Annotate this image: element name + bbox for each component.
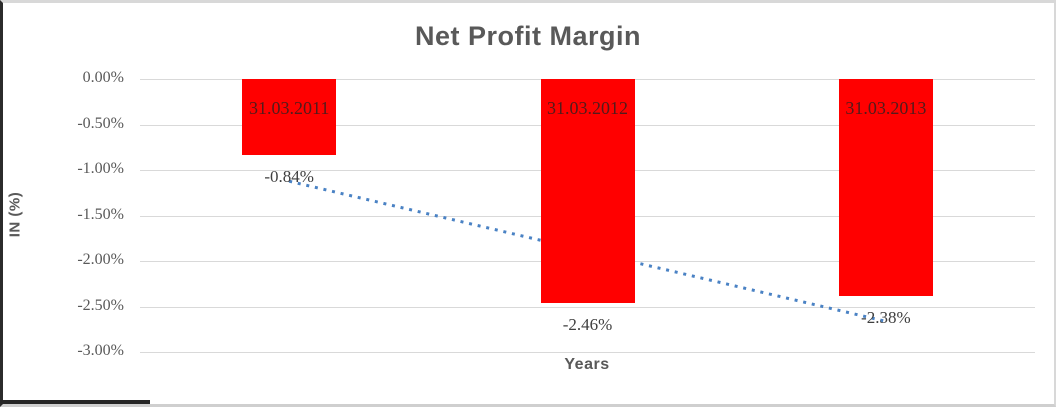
chart-title: Net Profit Margin (414, 21, 641, 51)
bar-category-label: 31.03.2013 (845, 98, 927, 118)
x-axis-title: Years (564, 356, 610, 373)
bar (242, 79, 337, 156)
bar (838, 79, 933, 296)
chart-frame-dark-corner (0, 400, 150, 404)
y-axis-tick-label: -3.00% (77, 342, 124, 359)
bar-value-label: -2.46% (562, 314, 613, 334)
gridline (140, 352, 1035, 353)
y-axis-tick-label: -0.50% (77, 114, 124, 132)
bar-value-label: -2.38% (861, 307, 911, 327)
gridline (140, 306, 1035, 308)
bar (540, 79, 635, 303)
y-axis-tick-label: -1.00% (77, 160, 124, 177)
bar-category-label: 31.03.2011 (248, 98, 330, 118)
y-axis-tick-label: -2.00% (77, 251, 124, 268)
bar-category-label: 31.03.2012 (547, 98, 628, 118)
bar-value-label: -0.84% (264, 167, 314, 187)
y-axis-tick-label: -2.50% (77, 296, 124, 314)
y-axis-tick-label: 0.00% (82, 69, 124, 86)
y-axis-tick-label: -1.50% (77, 205, 124, 223)
